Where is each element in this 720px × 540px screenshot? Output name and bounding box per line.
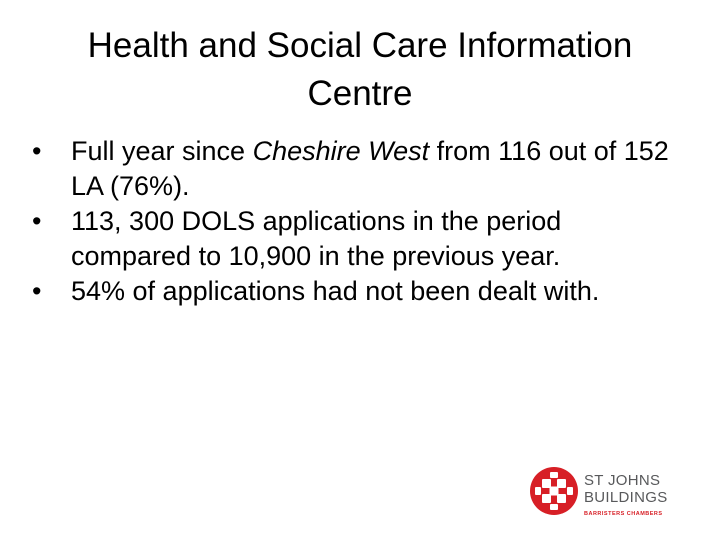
bullet-dot-icon: • [32,136,42,166]
bullet-2-text: 113, 300 DOLS applications in the period… [71,206,562,271]
logo-tagline: BARRISTERS CHAMBERS [584,511,663,517]
cross-pattern-logo-icon [530,467,578,515]
logo-text-line2: BUILDINGS [584,489,668,506]
bullet-1-text-pre: Full year since [71,136,253,166]
bullet-1-text-post: from 116 out of 152 LA (76%). [71,136,669,201]
bullet-1-text-italic: Cheshire West [252,136,430,166]
bullet-item-2: • 113, 300 DOLS applications in the peri… [30,204,670,274]
st-johns-buildings-logo: ST JOHNS BUILDINGS BARRISTERS CHAMBERS [529,464,679,524]
bullet-3-text: 54% of applications had not been dealt w… [71,276,600,306]
bullet-list: • Full year since Cheshire West from 116… [30,134,670,309]
slide-title: Health and Social Care Information Centre [36,22,684,118]
slide-title-line1: Health and Social Care Information [87,26,633,65]
bullet-dot-icon: • [32,206,42,236]
bullet-dot-icon: • [32,276,42,306]
slide-title-line2: Centre [307,74,413,113]
bullet-item-3: • 54% of applications had not been dealt… [30,274,670,309]
bullet-item-1: • Full year since Cheshire West from 116… [30,134,670,204]
logo-text-line1: ST JOHNS [584,472,661,489]
